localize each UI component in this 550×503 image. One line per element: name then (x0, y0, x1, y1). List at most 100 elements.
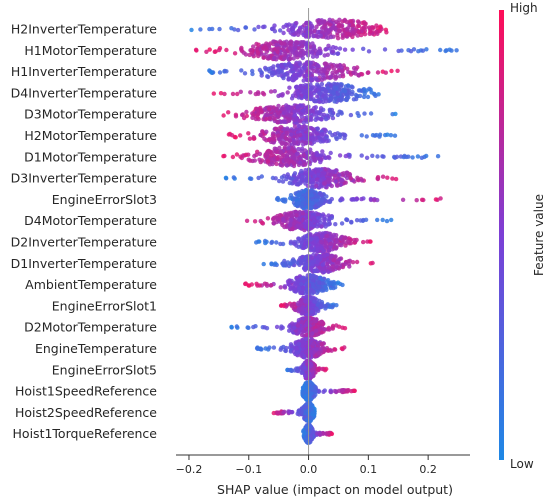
shap-point (272, 117, 277, 122)
shap-point (293, 282, 298, 287)
shap-point (294, 84, 299, 90)
shap-point (320, 262, 326, 267)
shap-point (299, 319, 304, 325)
shap-point (261, 45, 266, 50)
shap-point (300, 332, 305, 338)
shap-point (298, 132, 303, 138)
shap-point (326, 179, 331, 185)
shap-point (311, 215, 317, 221)
shap-point (341, 27, 346, 32)
shap-point (258, 132, 263, 138)
shap-point (299, 146, 305, 151)
shap-point (308, 132, 313, 137)
shap-point (389, 217, 394, 223)
shap-point (311, 127, 316, 132)
shap-point (252, 219, 258, 224)
shap-point (303, 88, 308, 93)
shap-point (393, 111, 398, 117)
shap-point (308, 60, 313, 65)
shap-point (305, 30, 310, 35)
shap-point (277, 178, 282, 184)
shap-point (234, 324, 239, 329)
shap-point (342, 17, 348, 23)
shap-point (286, 77, 291, 82)
shap-point (243, 25, 249, 30)
shap-point (381, 154, 386, 159)
shap-point (259, 220, 265, 225)
shap-point (301, 329, 306, 334)
shap-point (286, 27, 291, 33)
shap-point (242, 71, 248, 76)
shap-point (328, 234, 333, 239)
shap-point (351, 70, 356, 75)
shap-point (323, 217, 328, 222)
shap-point (286, 145, 291, 150)
shap-point (292, 171, 298, 176)
shap-point (292, 287, 298, 292)
shap-point (326, 67, 331, 73)
shap-point (356, 72, 361, 78)
feature-label: D3MotorTemperature (24, 107, 157, 122)
shap-point (259, 347, 264, 352)
shap-point (333, 254, 338, 259)
shap-point (249, 282, 254, 287)
shap-point (320, 281, 325, 286)
shap-point (282, 224, 287, 230)
shap-point (329, 348, 334, 353)
shap-point (300, 211, 305, 216)
shap-point (396, 48, 401, 54)
shap-point (313, 76, 318, 81)
shap-point (276, 93, 281, 99)
shap-point (265, 216, 271, 221)
shap-point (330, 326, 335, 331)
shap-point (308, 116, 313, 122)
shap-point (309, 245, 314, 250)
shap-point (312, 98, 317, 104)
shap-point (280, 133, 285, 139)
shap-point (287, 180, 292, 186)
shap-point (374, 23, 379, 28)
feature-label: EngineErrorSlot3 (52, 192, 157, 207)
shap-point (267, 107, 272, 112)
shap-point (248, 90, 253, 95)
shap-point (365, 70, 370, 76)
shap-point (419, 155, 424, 160)
shap-point (265, 151, 270, 156)
shap-point (282, 72, 288, 77)
shap-point (306, 160, 312, 165)
shap-point (216, 47, 222, 53)
shap-point (355, 175, 360, 180)
shap-point (322, 19, 327, 24)
shap-point (258, 105, 263, 111)
shap-point (309, 205, 314, 211)
shap-point (334, 63, 339, 68)
shap-point (443, 48, 448, 54)
shap-point (324, 138, 329, 144)
shap-point (283, 197, 288, 202)
shap-point (264, 129, 269, 134)
shap-point (274, 324, 280, 330)
shap-point (295, 90, 300, 95)
shap-point (299, 177, 304, 182)
shap-point (275, 46, 281, 51)
shap-point (283, 348, 288, 353)
shap-point (280, 140, 285, 145)
shap-point (305, 93, 310, 99)
shap-point (307, 110, 312, 115)
shap-point (278, 347, 283, 352)
shap-point (265, 159, 271, 164)
shap-point (230, 154, 236, 160)
shap-point (388, 133, 394, 138)
shap-point (327, 327, 332, 332)
shap-point (359, 178, 365, 183)
shap-point (317, 285, 322, 290)
shap-point (296, 146, 301, 152)
shap-point (280, 179, 286, 184)
shap-point (304, 404, 309, 410)
shap-point (318, 111, 323, 117)
shap-point (300, 339, 305, 345)
shap-point (333, 264, 339, 269)
shap-point (289, 132, 294, 137)
shap-point (322, 181, 327, 186)
shap-point (314, 328, 319, 333)
